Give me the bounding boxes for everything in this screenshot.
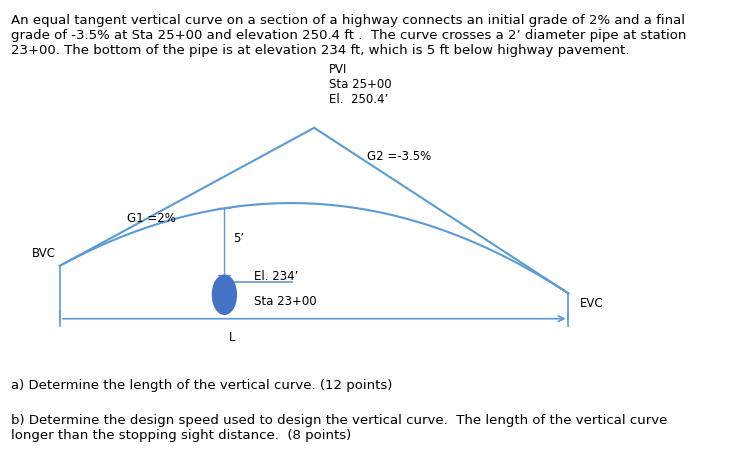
Text: El. 234’: El. 234’ [254,269,298,282]
Text: 5’: 5’ [233,231,245,244]
Text: a) Determine the length of the vertical curve. (12 points): a) Determine the length of the vertical … [11,379,393,392]
Text: L: L [229,330,235,343]
Text: EVC: EVC [580,296,604,309]
Ellipse shape [212,275,236,315]
Text: PVI
Sta 25+00
El.  250.4’: PVI Sta 25+00 El. 250.4’ [329,63,392,106]
Text: BVC: BVC [32,246,56,259]
Text: G1 =2%: G1 =2% [127,212,176,224]
Text: Sta 23+00: Sta 23+00 [254,294,317,307]
Text: G2 =-3.5%: G2 =-3.5% [367,150,431,162]
Text: b) Determine the design speed used to design the vertical curve.  The length of : b) Determine the design speed used to de… [11,413,668,441]
Text: An equal tangent vertical curve on a section of a highway connects an initial gr: An equal tangent vertical curve on a sec… [11,14,687,56]
